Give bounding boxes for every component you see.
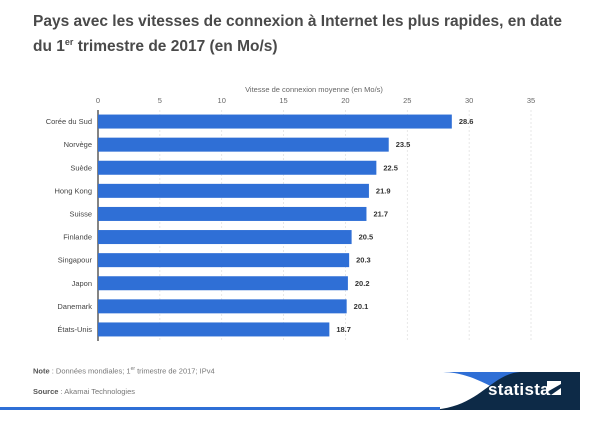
category-label: Danemark — [57, 302, 92, 311]
data-label: 20.2 — [355, 279, 370, 288]
data-label: 28.6 — [459, 117, 474, 126]
bar — [98, 206, 367, 221]
bar — [98, 299, 347, 314]
category-label: Corée du Sud — [46, 117, 92, 126]
data-label: 21.9 — [376, 186, 391, 195]
bar — [98, 230, 352, 245]
bar — [98, 137, 389, 152]
statista-logo-icon — [547, 381, 561, 395]
x-tick-label: 35 — [527, 96, 535, 105]
x-tick-label: 20 — [341, 96, 349, 105]
category-label: Suède — [70, 163, 92, 172]
chart-title: Pays avec les vitesses de connexion à In… — [33, 12, 573, 57]
data-label: 22.5 — [383, 163, 398, 172]
data-label: 20.1 — [354, 302, 369, 311]
statista-logo: statista — [488, 380, 550, 399]
x-tick-label: 0 — [96, 96, 100, 105]
footer-line — [0, 407, 440, 410]
x-tick-label: 5 — [158, 96, 162, 105]
category-label: Hong Kong — [54, 186, 92, 195]
bar — [98, 253, 350, 268]
footer-source: Source : Akamai Technologies — [33, 387, 136, 396]
data-label: 23.5 — [396, 140, 411, 149]
x-tick-label: 10 — [218, 96, 226, 105]
bar — [98, 276, 348, 291]
x-axis-label: Vitesse de connexion moyenne (en Mo/s) — [245, 85, 383, 94]
data-label: 21.7 — [373, 209, 388, 218]
x-tick-label: 30 — [465, 96, 473, 105]
data-label: 20.3 — [356, 256, 371, 265]
bar — [98, 183, 369, 198]
x-tick-label: 25 — [403, 96, 411, 105]
category-label: Japon — [72, 279, 92, 288]
title-sup: er — [64, 37, 74, 47]
bar — [98, 322, 330, 337]
data-label: 20.5 — [359, 233, 374, 242]
title-end: trimestre de 2017 (en Mo/s) — [73, 38, 278, 56]
bar — [98, 114, 452, 129]
category-label: États-Unis — [57, 325, 92, 334]
footer-band — [430, 372, 580, 410]
data-label: 18.7 — [336, 325, 351, 334]
category-label: Finlande — [63, 233, 92, 242]
x-tick-label: 15 — [279, 96, 287, 105]
category-label: Norvège — [64, 140, 92, 149]
title-main: Pays avec les vitesses de connexion à In… — [33, 13, 562, 56]
bar — [98, 160, 377, 175]
category-label: Suisse — [69, 209, 92, 218]
category-label: Singapour — [58, 256, 93, 265]
footer-note: Note : Données mondiales; 1er trimestre … — [33, 366, 215, 376]
